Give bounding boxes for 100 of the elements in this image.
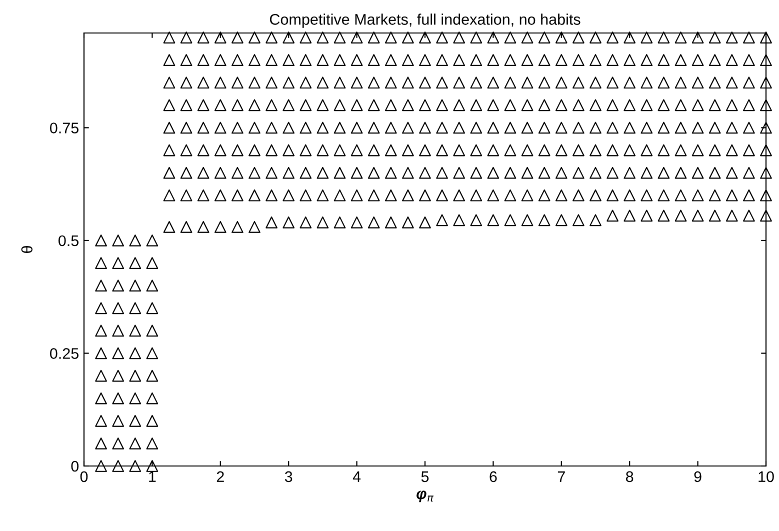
point: [402, 216, 414, 228]
x-tick-label: 7: [558, 471, 565, 482]
point: [624, 189, 636, 202]
point: [590, 54, 602, 66]
point: [453, 166, 466, 179]
point: [334, 32, 346, 44]
point: [521, 144, 534, 156]
x-tick-label: 6: [490, 471, 497, 482]
point: [640, 210, 653, 222]
point: [658, 210, 670, 222]
point: [470, 54, 482, 66]
point: [334, 122, 346, 134]
point: [743, 99, 755, 112]
point: [487, 54, 500, 66]
point: [504, 214, 516, 226]
point: [95, 460, 107, 472]
point: [436, 189, 448, 202]
point: [743, 166, 755, 179]
point: [674, 122, 687, 134]
point: [538, 214, 550, 226]
point: [624, 76, 636, 89]
point: [129, 302, 142, 314]
point: [266, 122, 278, 134]
point: [487, 99, 500, 112]
point: [692, 144, 704, 156]
point: [300, 54, 312, 66]
point: [368, 32, 380, 44]
point: [590, 122, 602, 134]
point: [658, 189, 670, 202]
point: [708, 54, 721, 66]
point: [350, 189, 363, 202]
point: [658, 32, 670, 44]
point: [419, 144, 431, 156]
point: [692, 189, 704, 202]
point: [606, 144, 618, 156]
point: [163, 122, 176, 134]
point: [521, 189, 534, 202]
point: [453, 32, 466, 44]
point: [112, 392, 124, 404]
point: [232, 54, 244, 66]
point: [504, 76, 516, 89]
point: [419, 189, 431, 202]
point: [163, 76, 176, 89]
point: [197, 166, 210, 179]
point: [521, 99, 534, 112]
point: [419, 122, 431, 134]
point: [384, 99, 397, 112]
point: [112, 257, 124, 269]
point: [555, 76, 568, 89]
point: [282, 122, 295, 134]
point: [300, 122, 312, 134]
point: [572, 166, 584, 179]
point: [555, 122, 568, 134]
point: [316, 99, 329, 112]
point: [402, 122, 414, 134]
point: [334, 99, 346, 112]
point: [555, 189, 568, 202]
point: [266, 99, 278, 112]
point: [572, 144, 584, 156]
x-tick-label: 10: [758, 471, 774, 482]
point: [555, 144, 568, 156]
point: [743, 54, 755, 66]
point: [95, 324, 107, 337]
x-tick-label: 5: [421, 471, 429, 482]
point: [726, 54, 738, 66]
point: [402, 99, 414, 112]
point: [146, 280, 158, 292]
point: [572, 122, 584, 134]
point: [538, 166, 550, 179]
point: [453, 214, 466, 226]
point: [334, 189, 346, 202]
point: [419, 166, 431, 179]
point: [163, 32, 176, 44]
point: [487, 76, 500, 89]
point: [197, 76, 210, 89]
point: [112, 302, 124, 314]
point: [436, 54, 448, 66]
point: [266, 189, 278, 202]
point: [163, 221, 176, 233]
point: [95, 438, 107, 450]
point: [266, 54, 278, 66]
point: [521, 214, 534, 226]
point: [368, 76, 380, 89]
y-tick-label: 0.5: [58, 235, 78, 246]
point: [658, 99, 670, 112]
point: [504, 189, 516, 202]
point: [606, 122, 618, 134]
point: [384, 216, 397, 228]
point: [590, 214, 602, 226]
point: [146, 257, 158, 269]
point: [266, 32, 278, 44]
point: [146, 392, 158, 404]
point: [112, 438, 124, 450]
point: [760, 144, 772, 156]
point: [368, 166, 380, 179]
point: [606, 210, 618, 222]
point: [470, 214, 482, 226]
point: [538, 189, 550, 202]
point: [708, 144, 721, 156]
point: [470, 99, 482, 112]
